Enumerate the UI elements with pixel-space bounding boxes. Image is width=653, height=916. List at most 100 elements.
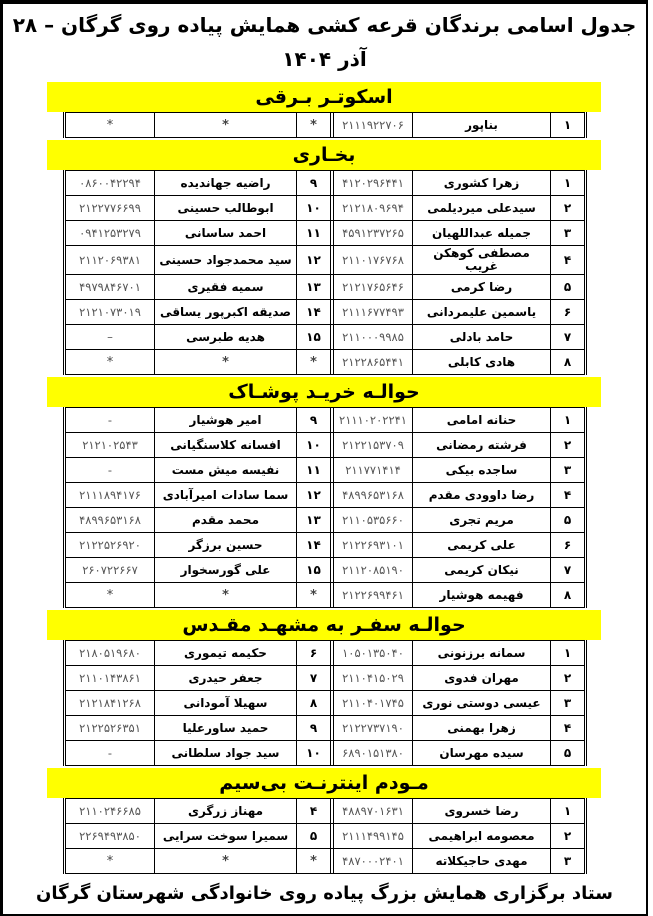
winner-name: سید جواد سلطانی xyxy=(154,741,296,765)
row-number: ۶ xyxy=(550,533,584,557)
national-code: * xyxy=(106,853,114,869)
winner-name: زهرا بهمنی xyxy=(412,716,550,740)
national-code: ۲۱۲۱۸۴۱۲۶۸ xyxy=(79,695,141,710)
national-code: ۲۱۲۲۱۵۳۷۰۹ xyxy=(330,433,412,457)
table-row: ۱ سمانه برزنونی ۱۰۵۰۱۳۵۰۴۰ ۶ حکیمه تیموری ۲۱۸… xyxy=(66,640,584,666)
winner-name: رضا داوودی مقدم xyxy=(412,483,550,507)
national-code: ۲۱۱۲۰۸۵۱۹۰ xyxy=(330,558,412,582)
page-footer: ستاد برگزاری همایش بزرگ پیاده روی خانواد… xyxy=(36,883,613,904)
row-number: ۹ xyxy=(296,408,330,432)
national-code: * xyxy=(106,117,114,133)
winner-name: جمیله عبداللهیان xyxy=(412,221,550,245)
row-number: ۱ xyxy=(550,641,584,665)
national-code: ۴۸۹۹۶۵۳۱۶۸ xyxy=(330,483,412,507)
winner-name: حسین برزگر xyxy=(154,533,296,557)
row-number: ۱۴ xyxy=(296,533,330,557)
national-code: ۲۱۱۰۱۷۶۷۶۸ xyxy=(330,246,412,274)
winner-name: * xyxy=(154,849,296,873)
section-banner: اسکوتـر بـرقی xyxy=(47,82,601,112)
row-number: ۲ xyxy=(550,433,584,457)
winner-name: فرشته رمضانی xyxy=(412,433,550,457)
national-code: ۴۸۸۹۷۰۱۶۳۱ xyxy=(330,799,412,823)
row-number: ۴ xyxy=(296,799,330,823)
winner-name: مصطفی کوهکن غریب xyxy=(412,246,550,274)
section-table: ۱ زهرا کشوری ۴۱۲۰۲۹۶۴۴۱ ۹ راضیه جهاندیده ۰۸۶۰… xyxy=(63,170,587,375)
table-row: ۷ نیکان کریمی ۲۱۱۲۰۸۵۱۹۰ ۱۵ علی گورسخوار ۲۶۰۷… xyxy=(66,558,584,583)
national-code: ۴۸۹۹۶۵۳۱۶۸ xyxy=(79,512,141,527)
table-row: ۴ رضا داوودی مقدم ۴۸۹۹۶۵۳۱۶۸ ۱۲ سما سادات ام… xyxy=(66,483,584,508)
table-row: ۶ علی کریمی ۲۱۲۲۶۹۳۱۰۱ ۱۴ حسین برزگر ۲۱۲۲۵۲۶۹… xyxy=(66,533,584,558)
national-code: ۲۱۱۱۸۹۴۱۷۶ xyxy=(79,487,141,502)
national-code: * xyxy=(106,587,114,603)
national-code: ۲۱۸۰۵۱۹۶۸۰ xyxy=(79,645,141,660)
national-code: ۲۱۲۲۷۳۷۱۹۰ xyxy=(330,716,412,740)
row-number: ۳ xyxy=(550,849,584,873)
national-code: ۴۱۲۰۲۹۶۴۴۱ xyxy=(330,171,412,195)
table-row: ۸ هادی کابلی ۲۱۲۲۸۶۵۴۴۱ * * * xyxy=(66,350,584,375)
row-number: * xyxy=(296,583,330,607)
table-row: ۳ ساجده بیکی ۲۱۱۷۷۱۴۱۴ ۱۱ نفیسه میش مست - xyxy=(66,458,584,483)
table-row: ۵ سیده مهرسان ۶۸۹۰۱۵۱۳۸۰ ۱۰ سید جواد سلطانی - xyxy=(66,741,584,766)
national-code: ۲۱۱۰۱۴۳۸۶۱ xyxy=(79,670,141,685)
winner-name: * xyxy=(154,583,296,607)
winner-name: سهیلا آمودانی xyxy=(154,691,296,715)
winner-name: سیده مهرسان xyxy=(412,741,550,765)
row-number: ۱۳ xyxy=(296,508,330,532)
winner-name: رضا کرمی xyxy=(412,275,550,299)
row-number: ۶ xyxy=(296,641,330,665)
winner-name: عیسی دوستی نوری xyxy=(412,691,550,715)
national-code: ۲۱۲۱۷۶۵۶۴۶ xyxy=(330,275,412,299)
national-code: ۴۸۷۰۰۰۲۴۰۱ xyxy=(330,849,412,873)
winner-name: جعفر حیدری xyxy=(154,666,296,690)
row-number: ۴ xyxy=(550,246,584,274)
national-code: ۲۱۲۱۸۰۹۶۹۴ xyxy=(330,196,412,220)
table-row: ۵ مریم تجری ۲۱۱۰۵۳۵۶۶۰ ۱۳ محمد مقدم ۴۸۹۹۶۵۳۱۶… xyxy=(66,508,584,533)
winner-name: محمد مقدم xyxy=(154,508,296,532)
row-number: ۹ xyxy=(296,171,330,195)
table-row: ۱ بناپور ۲۱۱۱۹۲۲۷۰۶ * * * xyxy=(66,112,584,138)
national-code: ۲۱۲۱۰۷۳۰۱۹ xyxy=(79,304,141,319)
row-number: * xyxy=(296,849,330,873)
row-number: ۲ xyxy=(550,824,584,848)
row-number: ۱ xyxy=(550,113,584,137)
winner-name: سید محمدجواد حسینی xyxy=(154,246,296,274)
winner-name: راضیه جهاندیده xyxy=(154,171,296,195)
winner-name: ساجده بیکی xyxy=(412,458,550,482)
national-code: ۲۱۲۲۵۲۶۳۵۱ xyxy=(79,720,141,735)
national-code: ۲۱۱۰۴۰۱۷۴۵ xyxy=(330,691,412,715)
winners-table: اسکوتـر بـرقی ۱ بناپور ۲۱۱۱۹۲۲۷۰۶ * * * بخـاری ۱… xyxy=(47,82,601,874)
row-number: ۷ xyxy=(296,666,330,690)
prize-section: حوالـه سفـر به مشهـد مقـدس ۱ سمانه برزنونی… xyxy=(47,610,601,766)
row-number: ۱۳ xyxy=(296,275,330,299)
row-number: ۱۰ xyxy=(296,196,330,220)
row-number: ۷ xyxy=(550,325,584,349)
section-table: ۱ رضا خسروی ۴۸۸۹۷۰۱۶۳۱ ۴ مهناز زرگری ۲۱۱۰۲۴۶۶… xyxy=(63,798,587,874)
table-row: ۵ رضا کرمی ۲۱۲۱۷۶۵۶۴۶ ۱۳ سمیه فقیری ۴۹۷۹۸۴۶۷۰… xyxy=(66,275,584,300)
winner-name: حمید ساورعلیا xyxy=(154,716,296,740)
winner-name: سمیرا سوخت سرایی xyxy=(154,824,296,848)
table-row: ۲ مهران فدوی ۲۱۱۰۴۱۵۰۲۹ ۷ جعفر حیدری ۲۱۱۰۱۴۳۸… xyxy=(66,666,584,691)
row-number: ۳ xyxy=(550,691,584,715)
row-number: ۴ xyxy=(550,716,584,740)
table-row: ۸ فهیمه هوشیار ۲۱۲۲۶۹۹۴۶۱ * * * xyxy=(66,583,584,608)
winner-name: زهرا کشوری xyxy=(412,171,550,195)
row-number: * xyxy=(296,113,330,137)
section-table: ۱ بناپور ۲۱۱۱۹۲۲۷۰۶ * * * xyxy=(63,112,587,138)
national-code: ۰۸۶۰۰۴۲۲۹۴ xyxy=(79,175,141,190)
national-code: ۰۹۴۱۲۵۳۲۷۹ xyxy=(79,225,141,240)
national-code: ۲۱۱۰۴۱۵۰۲۹ xyxy=(330,666,412,690)
winner-name: نیکان کریمی xyxy=(412,558,550,582)
prize-section: بخـاری ۱ زهرا کشوری ۴۱۲۰۲۹۶۴۴۱ ۹ راضیه جهاندی… xyxy=(47,140,601,375)
national-code: ۲۱۲۲۶۹۹۴۶۱ xyxy=(330,583,412,607)
table-row: ۲ سیدعلی میردیلمی ۲۱۲۱۸۰۹۶۹۴ ۱۰ ابوطالب حسین… xyxy=(66,196,584,221)
winner-name: نفیسه میش مست xyxy=(154,458,296,482)
winner-name: مریم تجری xyxy=(412,508,550,532)
winner-name: هدیه طبرسی xyxy=(154,325,296,349)
page-title: جدول اسامی برندگان قرعه کشی همایش پیاده … xyxy=(12,13,637,71)
row-number: ۵ xyxy=(550,741,584,765)
row-number: ۸ xyxy=(550,350,584,374)
national-code: ۲۱۱۱۴۹۹۱۴۵ xyxy=(330,824,412,848)
winner-name: علی گورسخوار xyxy=(154,558,296,582)
row-number: ۵ xyxy=(550,508,584,532)
winner-name: حامد بادلی xyxy=(412,325,550,349)
